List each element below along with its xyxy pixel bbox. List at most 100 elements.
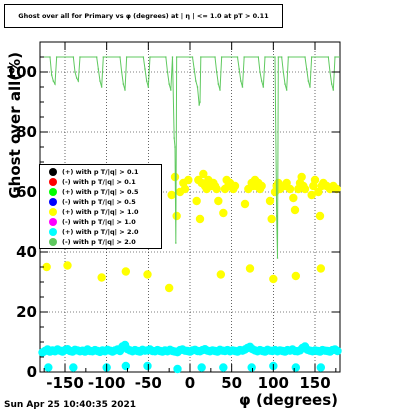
series-1 (38, 340, 342, 374)
data-point (44, 363, 53, 372)
data-point (260, 80, 263, 82)
data-point (219, 363, 228, 372)
data-point (100, 86, 103, 88)
y-tick-label: 80 (16, 123, 37, 141)
x-tick-label: -150 (46, 374, 84, 392)
data-point (276, 257, 279, 259)
data-point (310, 175, 320, 185)
legend-marker-icon (49, 208, 57, 216)
legend-item: (+) with p T/|q| > 1.0 (40, 207, 162, 217)
data-point (297, 172, 306, 182)
data-point (195, 80, 197, 82)
data-point (52, 80, 55, 82)
data-point (264, 56, 266, 58)
data-point (289, 193, 298, 203)
data-point (175, 242, 177, 244)
data-point (142, 56, 145, 58)
data-point (216, 270, 226, 279)
data-point (330, 83, 333, 85)
data-point (327, 56, 330, 58)
data-point (54, 83, 56, 85)
data-point (334, 56, 336, 58)
legend-marker-icon (49, 218, 57, 226)
data-point (310, 56, 313, 58)
legend-marker-icon (49, 238, 57, 246)
data-point (72, 56, 75, 58)
data-point (95, 56, 98, 58)
data-point (193, 68, 195, 70)
series-2 (40, 56, 340, 259)
data-point (168, 83, 170, 85)
legend-marker-icon (49, 178, 57, 186)
data-point (199, 101, 201, 103)
data-point (55, 56, 58, 58)
legend-label: (-) with p T/|q| > 0.1 (62, 178, 136, 186)
data-point (173, 364, 182, 374)
legend-item: (-) with p T/|q| > 1.0 (40, 217, 162, 227)
axis-ticks: -150 -100 -50 0 50 100 150 0 20 40 60 80 100 (6, 41, 340, 392)
data-point (97, 273, 106, 282)
data-point (124, 89, 126, 91)
legend-item: (+) with p T/|q| > 0.5 (40, 187, 162, 197)
data-point (214, 196, 223, 206)
legend-item: (-) with p T/|q| > 2.0 (40, 237, 162, 247)
legend-marker-icon (49, 228, 57, 236)
legend-label: (+) with p T/|q| > 2.0 (62, 228, 139, 236)
data-point (200, 56, 202, 58)
data-point (198, 104, 200, 106)
x-tick-label: 50 (221, 374, 242, 392)
legend-item: (+) with p T/|q| > 2.0 (40, 227, 162, 237)
data-point (77, 80, 80, 82)
data-point (121, 267, 131, 276)
data-point (192, 196, 201, 206)
data-point (145, 80, 148, 82)
data-point (164, 283, 174, 293)
legend-marker-icon (49, 188, 57, 196)
data-point (267, 214, 276, 224)
y-tick-label: 0 (27, 363, 37, 381)
legend-label: (+) with p T/|q| > 0.1 (62, 168, 139, 176)
data-point (121, 361, 131, 371)
data-point (170, 89, 172, 91)
data-point (42, 262, 51, 272)
data-point (79, 56, 81, 58)
data-point (143, 361, 152, 371)
data-point (143, 270, 152, 279)
data-point (49, 56, 51, 58)
data-point (122, 83, 125, 85)
data-point (257, 56, 260, 58)
legend-marker-icon (49, 198, 57, 206)
legend-label: (+) with p T/|q| > 1.0 (62, 208, 139, 216)
data-point (284, 83, 286, 85)
data-point (167, 190, 176, 200)
data-point (291, 271, 301, 281)
data-point (241, 86, 244, 88)
data-point (144, 68, 146, 70)
data-point (287, 56, 290, 58)
data-point (309, 86, 311, 88)
data-point (217, 83, 220, 85)
chart-title: Ghost over all for Primary vs φ (degrees… (18, 12, 269, 20)
data-point (174, 146, 176, 148)
data-point (269, 274, 278, 284)
data-point (282, 71, 285, 73)
series-0 (42, 169, 341, 293)
data-point (196, 86, 199, 88)
data-point (307, 80, 310, 82)
data-point (290, 205, 300, 215)
y-tick-label: 20 (16, 303, 37, 321)
data-point (214, 56, 216, 58)
data-point (63, 261, 72, 270)
data-point (247, 363, 256, 372)
data-point (166, 71, 169, 73)
y-axis-title: Ghost over all(%) (6, 52, 24, 199)
y-tick-label: 60 (16, 183, 37, 201)
legend-label: (+) with p T/|q| > 0.5 (62, 188, 139, 196)
x-tick-label: 100 (258, 374, 289, 392)
data-point (285, 184, 295, 194)
data-point (277, 56, 280, 58)
x-tick-label: -50 (135, 374, 162, 392)
data-point (240, 80, 242, 82)
data-point (291, 363, 301, 372)
